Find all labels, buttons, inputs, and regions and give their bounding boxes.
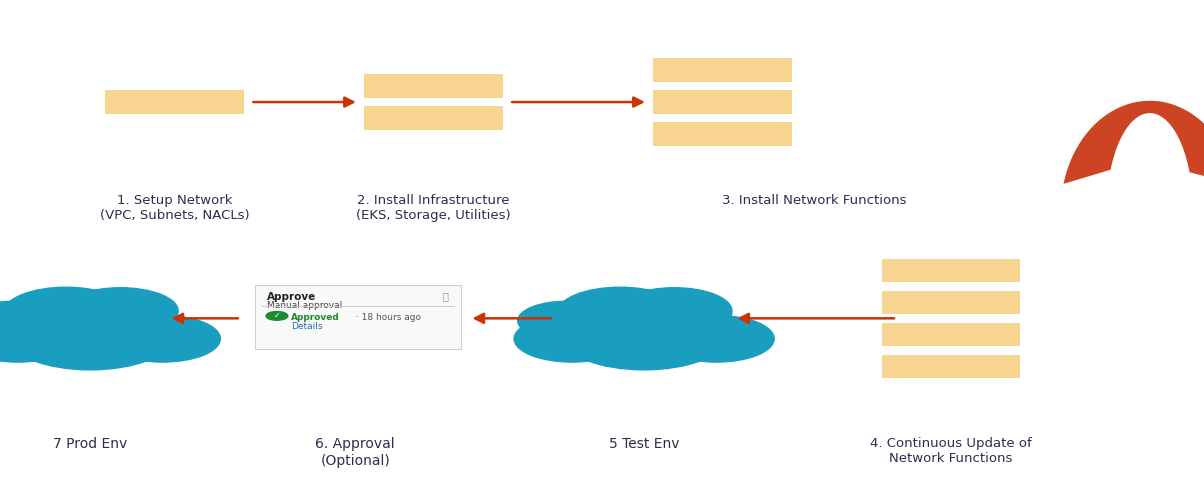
FancyBboxPatch shape: [653, 90, 792, 114]
PathPatch shape: [1063, 101, 1204, 184]
FancyBboxPatch shape: [653, 122, 792, 146]
FancyBboxPatch shape: [881, 291, 1021, 314]
FancyBboxPatch shape: [364, 106, 503, 130]
FancyBboxPatch shape: [364, 74, 503, 98]
Circle shape: [63, 288, 178, 334]
Circle shape: [659, 315, 774, 362]
Text: Approved: Approved: [291, 313, 340, 323]
Text: Details: Details: [291, 322, 323, 331]
Circle shape: [514, 315, 630, 362]
Text: 3. Install Network Functions: 3. Install Network Functions: [722, 194, 907, 208]
Circle shape: [0, 315, 76, 362]
FancyBboxPatch shape: [881, 355, 1021, 378]
Text: 5 Test Env: 5 Test Env: [609, 437, 679, 451]
Text: 7 Prod Env: 7 Prod Env: [53, 437, 128, 451]
Text: 1. Setup Network
(VPC, Subnets, NACLs): 1. Setup Network (VPC, Subnets, NACLs): [100, 194, 249, 223]
Text: Manual approval: Manual approval: [267, 301, 343, 311]
FancyBboxPatch shape: [653, 58, 792, 82]
PathPatch shape: [1187, 158, 1204, 186]
FancyBboxPatch shape: [881, 259, 1021, 282]
Text: · 18 hours ago: · 18 hours ago: [353, 313, 420, 323]
Text: 2. Install Infrastructure
(EKS, Storage, Utilities): 2. Install Infrastructure (EKS, Storage,…: [356, 194, 510, 223]
FancyBboxPatch shape: [881, 323, 1021, 346]
Circle shape: [105, 315, 220, 362]
FancyBboxPatch shape: [106, 90, 243, 114]
FancyBboxPatch shape: [255, 285, 461, 349]
Circle shape: [616, 288, 732, 334]
Text: ⓘ: ⓘ: [443, 292, 448, 302]
Circle shape: [518, 301, 614, 340]
Text: Approve: Approve: [267, 292, 317, 302]
Circle shape: [8, 304, 172, 370]
Text: 6. Approval
(Optional): 6. Approval (Optional): [315, 437, 395, 468]
Circle shape: [4, 287, 129, 338]
Circle shape: [557, 287, 683, 338]
Text: 4. Continuous Update of
Network Functions: 4. Continuous Update of Network Function…: [870, 437, 1032, 466]
Circle shape: [0, 301, 60, 340]
Text: ✓: ✓: [273, 312, 281, 320]
Circle shape: [266, 312, 288, 320]
Circle shape: [562, 304, 726, 370]
